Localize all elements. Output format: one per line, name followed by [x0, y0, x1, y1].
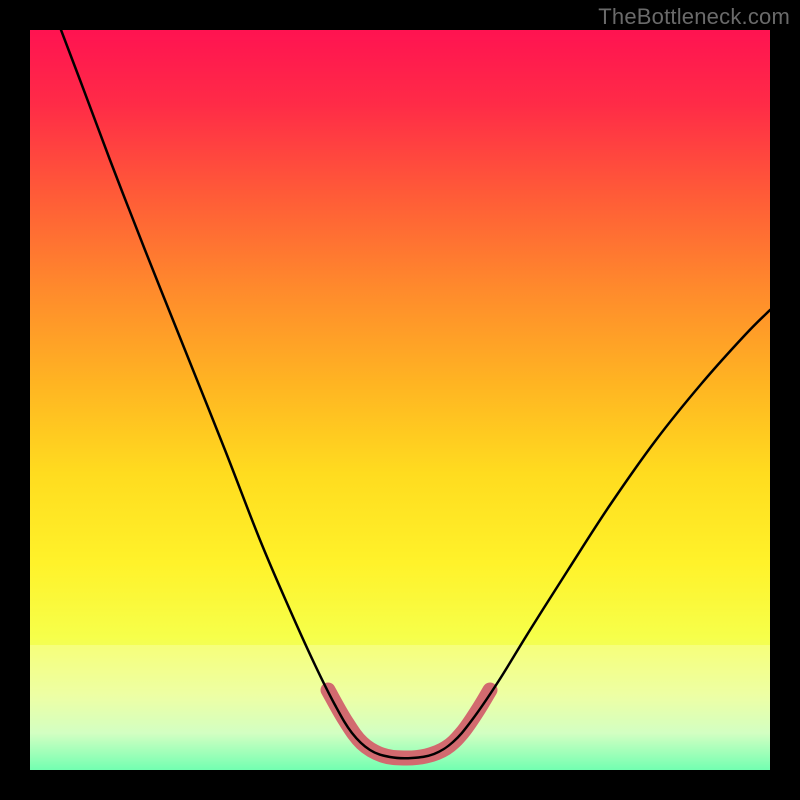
- bottleneck-chart: [0, 0, 800, 800]
- chart-stage: TheBottleneck.com: [0, 0, 800, 800]
- watermark-text: TheBottleneck.com: [598, 4, 790, 30]
